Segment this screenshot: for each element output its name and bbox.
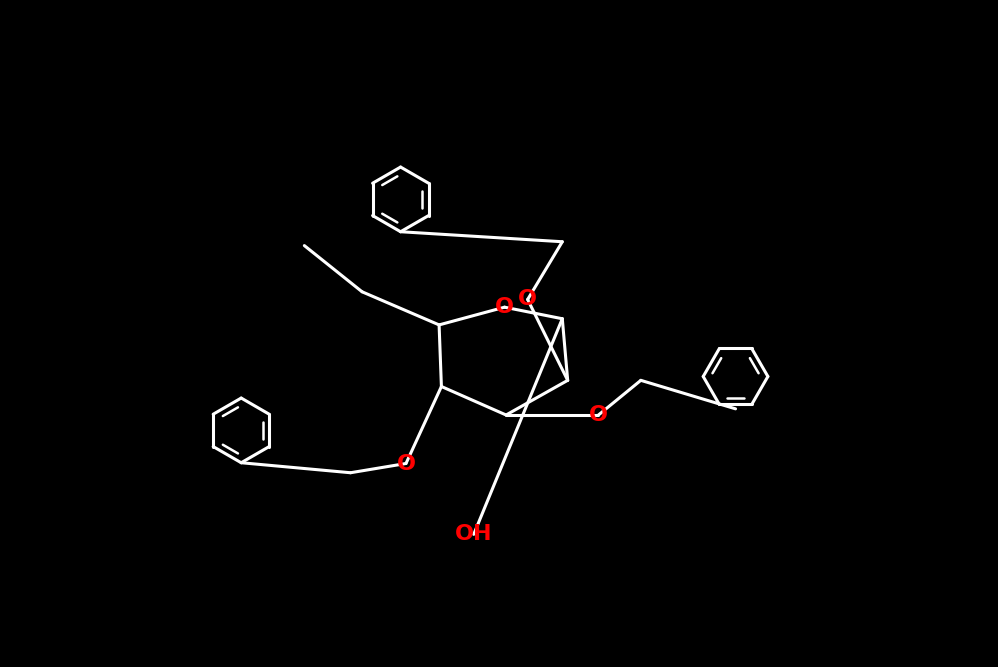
Text: O: O xyxy=(518,289,537,309)
Text: OH: OH xyxy=(455,524,492,544)
Text: O: O xyxy=(396,454,415,474)
Text: O: O xyxy=(495,297,514,317)
Text: O: O xyxy=(589,405,608,425)
